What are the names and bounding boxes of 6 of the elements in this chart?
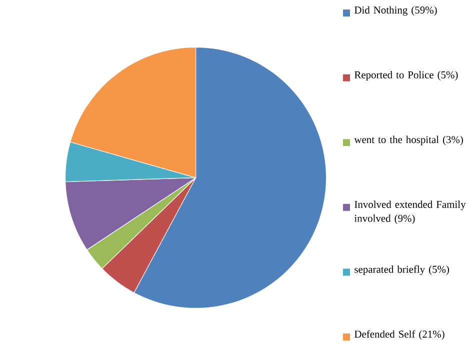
legend-label: Reported to Police (5%) bbox=[354, 71, 458, 80]
legend-label: separated briefly (5%) bbox=[354, 265, 450, 276]
legend-label: Did Nothing (59%) bbox=[354, 6, 437, 16]
legend-label: went to the hospital (3%) bbox=[354, 136, 463, 146]
legend-label: Involved extended Family involved (9%) bbox=[354, 200, 466, 224]
legend-label: Defended Self (21%) bbox=[354, 330, 444, 340]
